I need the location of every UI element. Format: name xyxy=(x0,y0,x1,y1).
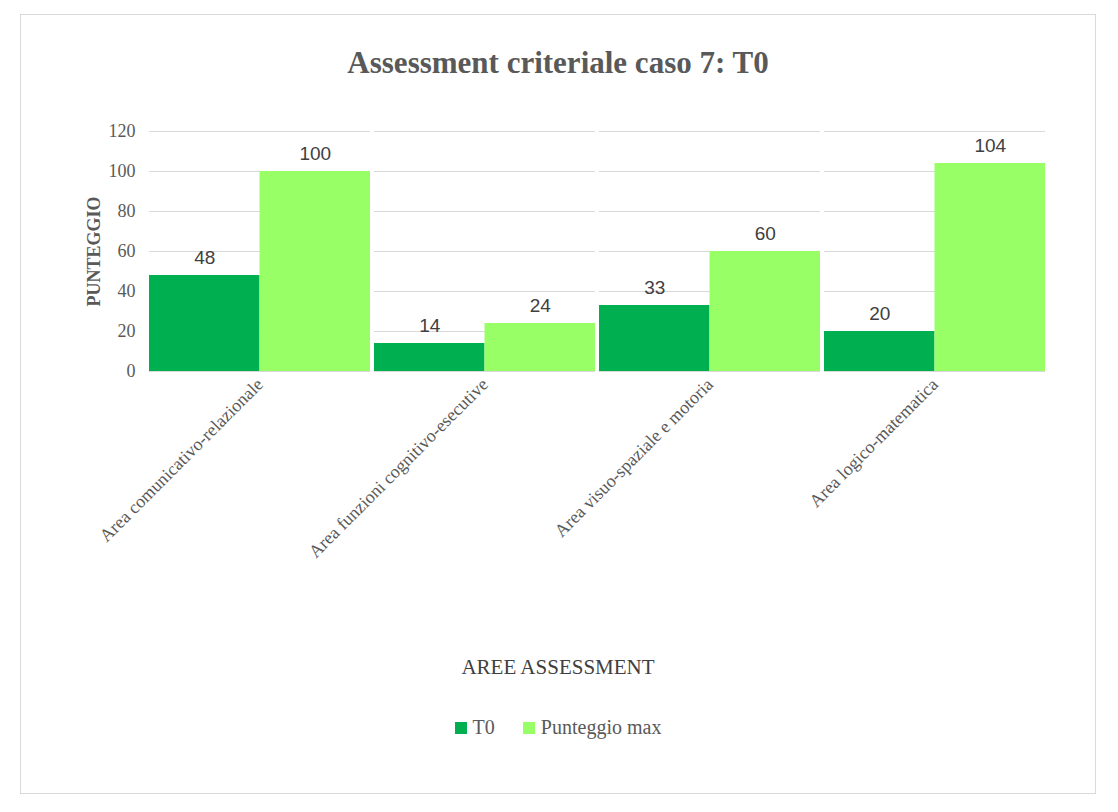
svg-text:PUNTEGGIO: PUNTEGGIO xyxy=(84,196,104,306)
svg-text:100: 100 xyxy=(299,143,331,164)
svg-text:104: 104 xyxy=(974,135,1006,156)
svg-text:60: 60 xyxy=(118,241,136,261)
svg-text:80: 80 xyxy=(118,201,136,221)
html-text:AREE ASSESSMENT: AREE ASSESSMENT xyxy=(461,655,655,679)
svg-text:Area comunicativo-relazionale: Area comunicativo-relazionale xyxy=(96,374,267,545)
html-text:Punteggio max: Punteggio max xyxy=(540,716,662,738)
svg-text:14: 14 xyxy=(419,315,441,336)
svg-text:48: 48 xyxy=(194,247,215,268)
html-text:Assessment criteriale caso 7:: Assessment criteriale caso 7: T0 xyxy=(347,45,769,80)
svg-text:20: 20 xyxy=(118,321,136,341)
svg-text:20: 20 xyxy=(869,303,890,324)
svg-text:Area visuo-spaziale e motoria: Area visuo-spaziale e motoria xyxy=(550,374,716,540)
svg-text:Area logico-matematica: Area logico-matematica xyxy=(805,374,942,511)
svg-text:Area funzioni cognitivo-esecut: Area funzioni cognitivo-esecutive xyxy=(305,374,492,561)
svg-text:33: 33 xyxy=(644,277,665,298)
svg-text:120: 120 xyxy=(109,121,136,141)
svg-text:0: 0 xyxy=(127,361,136,381)
svg-text:24: 24 xyxy=(530,295,552,316)
svg-text:100: 100 xyxy=(109,161,136,181)
svg-text:40: 40 xyxy=(118,281,136,301)
html-text:T0: T0 xyxy=(472,716,495,738)
svg-text:60: 60 xyxy=(755,223,776,244)
